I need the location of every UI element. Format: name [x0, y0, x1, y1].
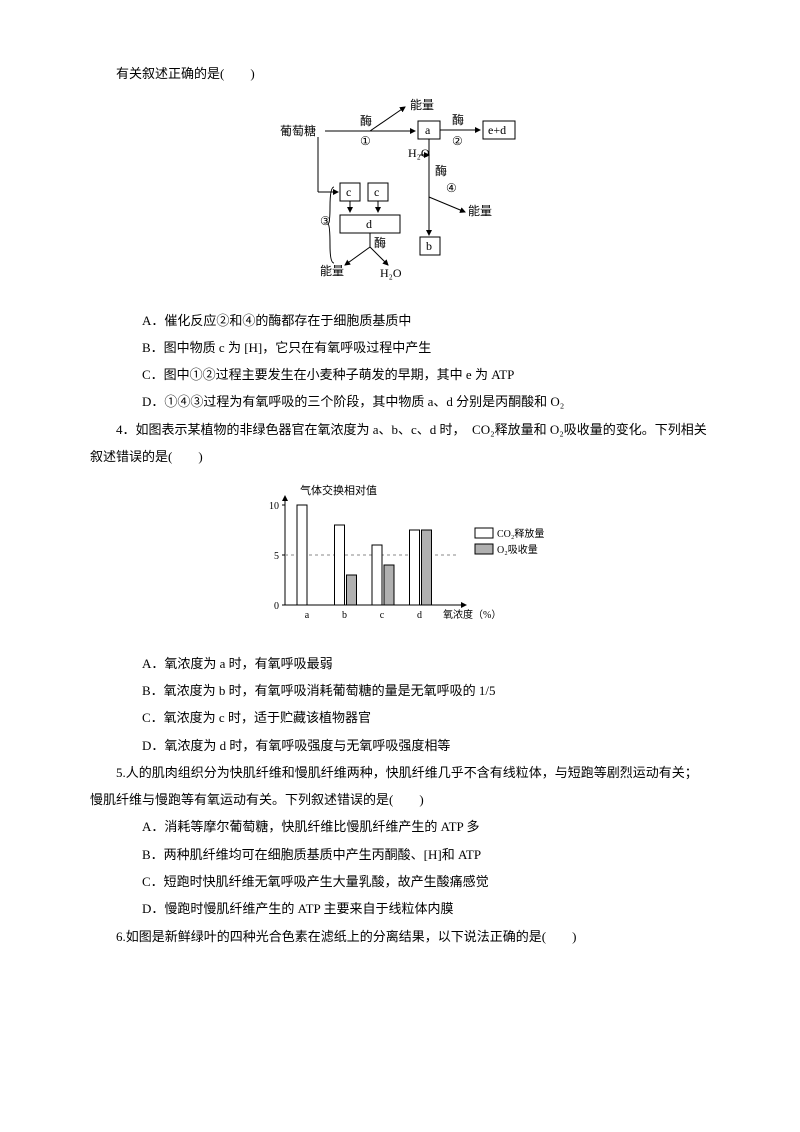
svg-text:气体交换相对值: 气体交换相对值 — [300, 483, 377, 497]
label-energy-3: 能量 — [320, 264, 344, 278]
svg-text:O₂吸收量: O₂吸收量 — [497, 543, 538, 556]
q4-opt-c: C．氧浓度为 c 时，适于贮藏该植物器官 — [90, 704, 710, 731]
svg-text:0: 0 — [274, 601, 279, 612]
label-energy-2: 能量 — [468, 204, 492, 218]
label-enzyme: 酶 — [360, 113, 372, 128]
svg-text:氧浓度（%）: 氧浓度（%） — [443, 608, 501, 621]
label-enzyme-3: 酶 — [435, 163, 447, 178]
label-glucose: 葡萄糖 — [280, 123, 316, 138]
q5-opt-a: A．消耗等摩尔葡萄糖，快肌纤维比慢肌纤维产生的 ATP 多 — [90, 813, 710, 840]
chart-bar: 气体交换相对值 0 5 10 a b c d 氧浓度（%） CO₂释放量 O₂吸收量 — [90, 480, 710, 639]
diagram-respiration: 葡萄糖 酶 ① 能量 a 酶 ② e+d H₂O 酶 ④ 能量 b c c d … — [90, 97, 710, 296]
svg-text:10: 10 — [269, 501, 279, 512]
label-d: d — [366, 217, 372, 231]
q5-stem: 5.人的肌肉组织分为快肌纤维和慢肌纤维两种，快肌纤维几乎不含有线粒体，与短跑等剧… — [90, 759, 710, 814]
label-b: b — [426, 239, 432, 253]
label-h2o-2: H₂O — [380, 266, 402, 280]
label-enzyme-4: 酶 — [374, 235, 386, 250]
label-c2: c — [374, 185, 379, 199]
label-n2: ② — [452, 134, 463, 148]
q5-opt-d: D．慢跑时慢肌纤维产生的 ATP 主要来自于线粒体内膜 — [90, 895, 710, 922]
label-n4: ④ — [446, 181, 457, 195]
label-n1: ① — [360, 134, 371, 148]
q4-opt-d: D．氧浓度为 d 时，有氧呼吸强度与无氧呼吸强度相等 — [90, 732, 710, 759]
q4-opt-a: A．氧浓度为 a 时，有氧呼吸最弱 — [90, 650, 710, 677]
q4-opt-b: B．氧浓度为 b 时，有氧呼吸消耗葡萄糖的量是无氧呼吸的 1/5 — [90, 677, 710, 704]
q5-opt-c: C．短跑时快肌纤维无氧呼吸产生大量乳酸，故产生酸痛感觉 — [90, 868, 710, 895]
label-ed: e+d — [488, 123, 506, 137]
svg-text:d: d — [417, 610, 422, 621]
q3-opt-b: B．图中物质 c 为 [H]，它只在有氧呼吸过程中产生 — [90, 334, 710, 361]
q3-opt-d: D．①④③过程为有氧呼吸的三个阶段，其中物质 a、d 分别是丙酮酸和 O₂ — [90, 388, 710, 415]
svg-text:CO₂释放量: CO₂释放量 — [497, 527, 544, 540]
q4-stem: 4．如图表示某植物的非绿色器官在氧浓度为 a、b、c、d 时， CO₂释放量和 … — [90, 416, 710, 471]
label-c1: c — [346, 185, 351, 199]
svg-text:c: c — [380, 610, 385, 621]
q5-opt-b: B．两种肌纤维均可在细胞质基质中产生丙酮酸、[H]和 ATP — [90, 841, 710, 868]
label-enzyme-2: 酶 — [452, 112, 464, 127]
svg-text:5: 5 — [274, 551, 279, 562]
label-energy-1: 能量 — [410, 98, 434, 112]
label-a: a — [425, 123, 431, 137]
svg-text:a: a — [305, 610, 310, 621]
q-stem: 有关叙述正确的是( ) — [90, 60, 710, 87]
q3-opt-c: C．图中①②过程主要发生在小麦种子萌发的早期，其中 e 为 ATP — [90, 361, 710, 388]
q3-opt-a: A．催化反应②和④的酶都存在于细胞质基质中 — [90, 307, 710, 334]
svg-text:b: b — [342, 610, 347, 621]
q6-stem: 6.如图是新鲜绿叶的四种光合色素在滤纸上的分离结果，以下说法正确的是( ) — [90, 923, 710, 950]
label-h2o: H₂O — [408, 146, 430, 160]
